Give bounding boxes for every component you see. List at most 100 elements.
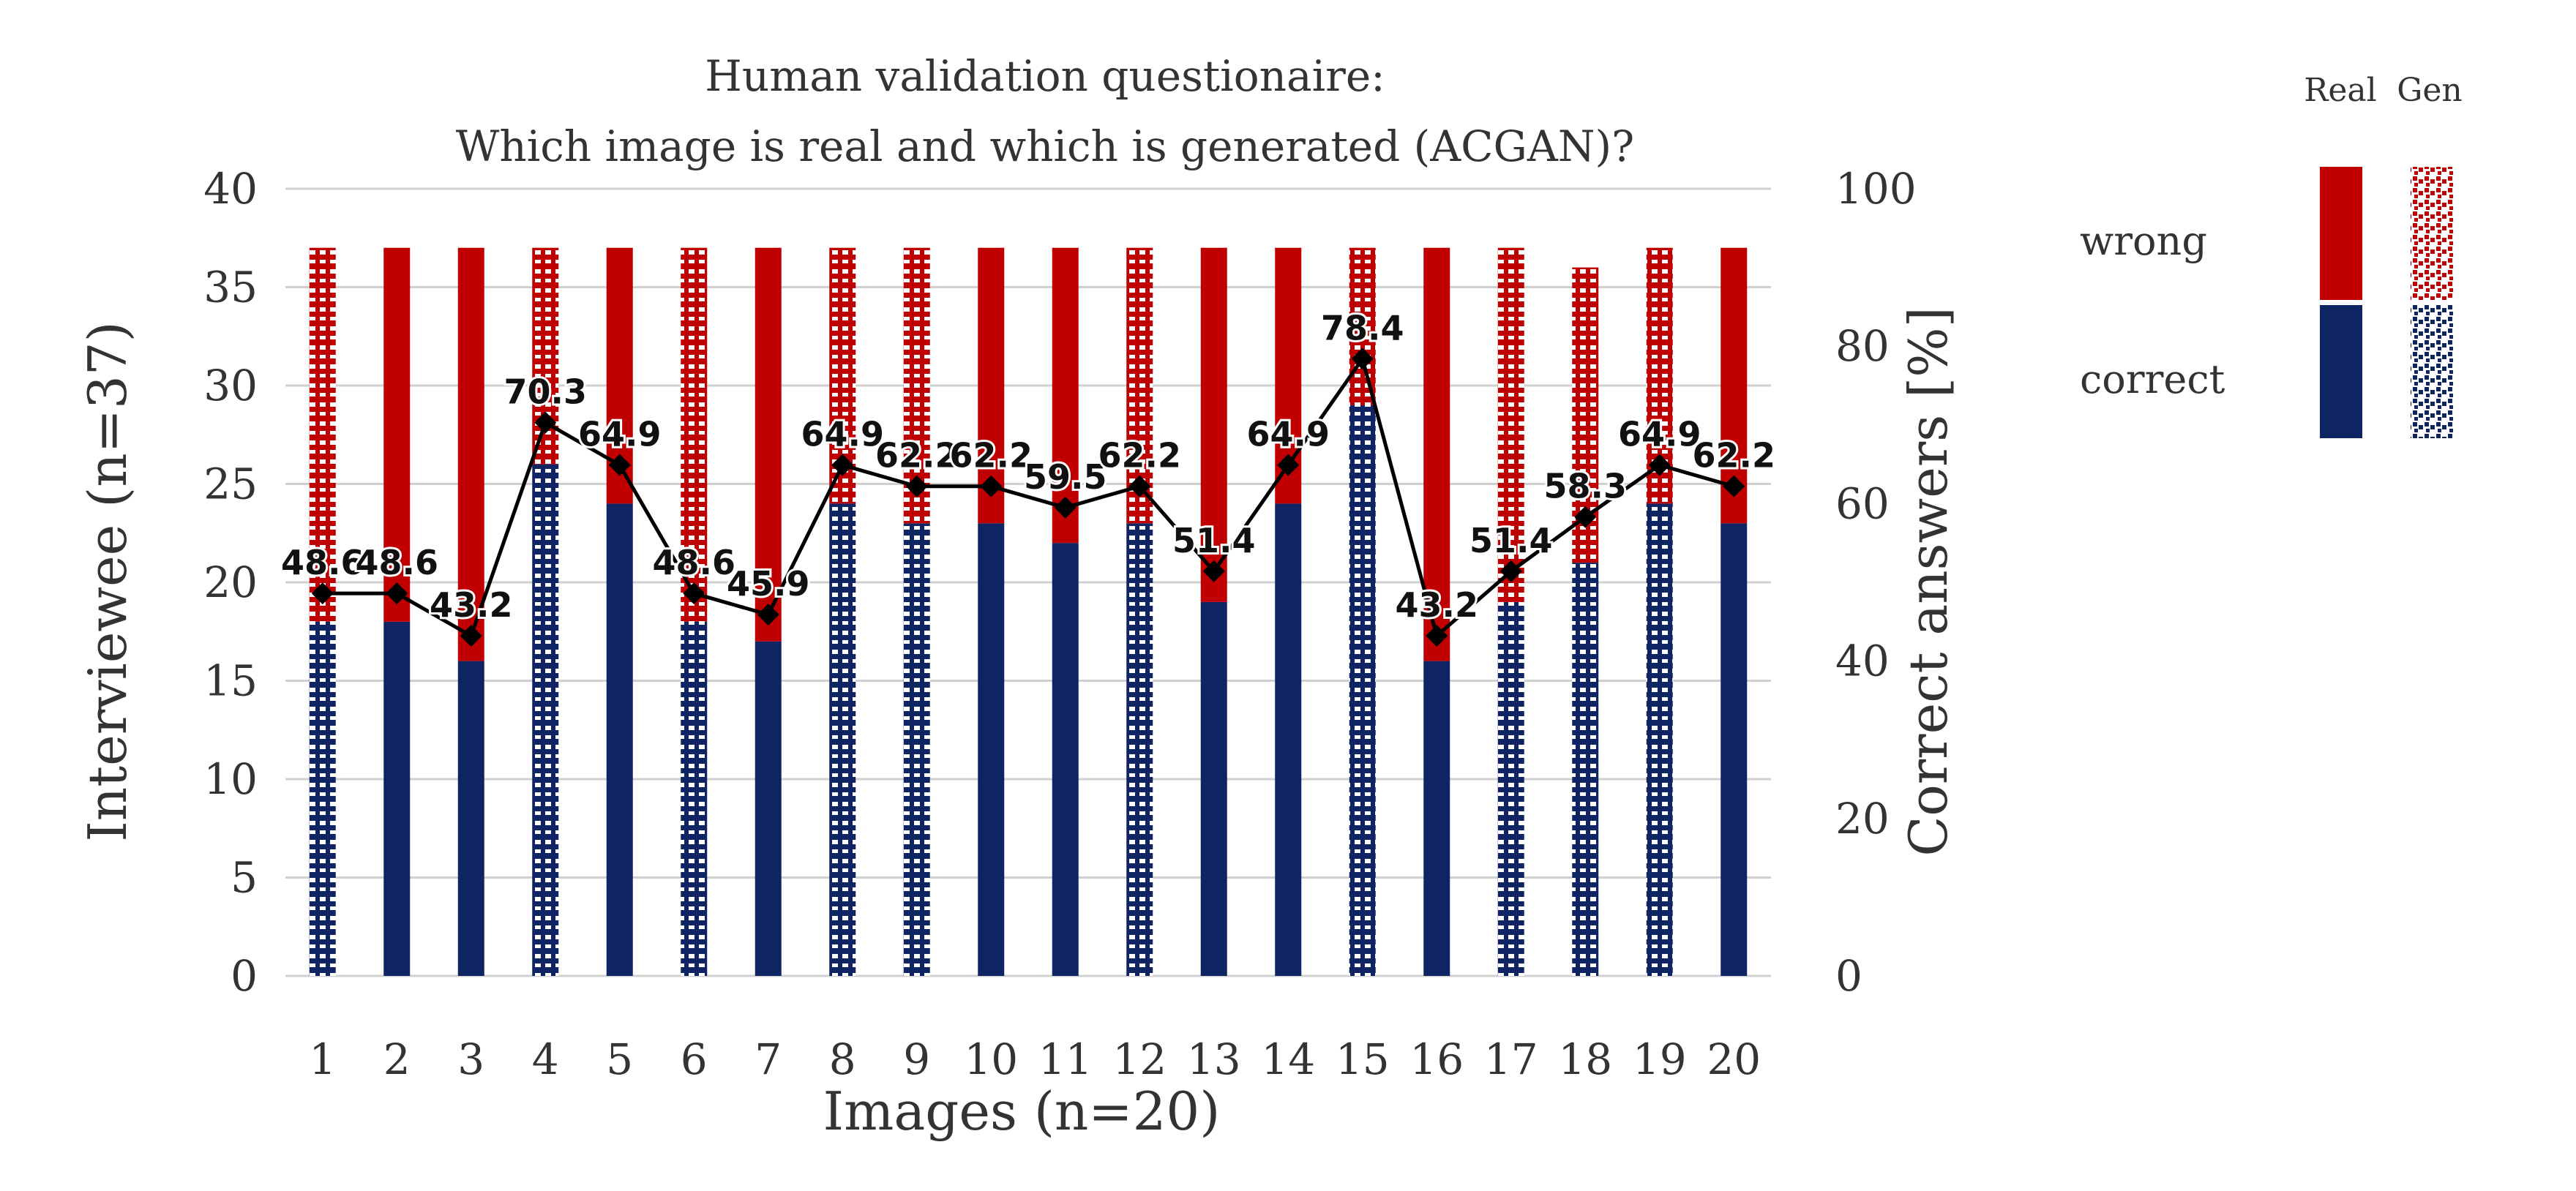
- legend-swatch-gen-wrong: [2411, 167, 2453, 300]
- bar-correct-20: [1721, 523, 1748, 976]
- x-tick-label: 8: [829, 1034, 856, 1084]
- line-marker-14: [1277, 454, 1300, 476]
- legend-row-correct: correct: [2080, 356, 2225, 402]
- legend-row-wrong: wrong: [2080, 218, 2207, 264]
- x-tick-label: 7: [755, 1034, 782, 1084]
- legend-swatch-real-correct: [2320, 305, 2362, 438]
- data-label-17: 51.4: [1469, 521, 1553, 560]
- gridlines: [285, 187, 1771, 977]
- y-tick-label: 5: [231, 853, 258, 903]
- y2-tick-label: 0: [1835, 951, 1862, 1001]
- data-label-13: 51.4: [1172, 521, 1256, 560]
- bar-wrong-3: [457, 247, 484, 661]
- bar-wrong-2: [383, 247, 411, 622]
- bar-correct-6: [681, 621, 708, 976]
- line-marker-10: [980, 475, 1003, 497]
- y-tick-label: 25: [203, 459, 258, 509]
- x-tick-label: 11: [1038, 1034, 1093, 1084]
- line-marker-17: [1499, 560, 1522, 582]
- x-axis-title: Images (n=20): [823, 1081, 1221, 1142]
- bar-correct-4: [532, 464, 559, 976]
- x-tick-label: 14: [1261, 1034, 1315, 1084]
- bar-correct-17: [1497, 601, 1524, 976]
- line-marker-15: [1351, 347, 1374, 370]
- y-tick-label: 40: [203, 164, 258, 214]
- data-label-5: 64.9: [578, 415, 662, 454]
- legend-swatch-real-wrong: [2320, 167, 2362, 300]
- y2-axis-title: Correct answers [%]: [1898, 307, 1959, 856]
- x-tick-label: 12: [1112, 1034, 1167, 1084]
- bar-correct-16: [1423, 661, 1450, 976]
- bar-correct-11: [1052, 543, 1079, 976]
- bar-correct-15: [1349, 405, 1376, 976]
- data-label-14: 64.9: [1247, 415, 1330, 454]
- data-label-11: 59.5: [1024, 457, 1107, 497]
- bar-wrong-6: [681, 247, 708, 622]
- line-marker-6: [683, 582, 705, 605]
- line-marker-4: [534, 411, 557, 434]
- data-label-10: 62.2: [950, 436, 1033, 476]
- bar-correct-10: [978, 523, 1005, 976]
- x-tick-label: 6: [681, 1034, 708, 1084]
- bar-correct-19: [1646, 503, 1673, 976]
- bar-correct-5: [606, 503, 633, 976]
- data-label-8: 64.9: [801, 415, 885, 454]
- line-marker-11: [1054, 496, 1077, 519]
- data-label-3: 43.2: [430, 585, 513, 625]
- bar-correct-1: [309, 621, 336, 976]
- x-tick-label: 5: [606, 1034, 633, 1084]
- x-tick-label: 15: [1336, 1034, 1390, 1084]
- line-marker-19: [1648, 454, 1671, 476]
- line-marker-5: [608, 454, 631, 476]
- data-label-20: 62.2: [1693, 436, 1776, 476]
- line-marker-13: [1202, 560, 1225, 582]
- y2-tick-label: 80: [1835, 321, 1890, 371]
- legend-column-real: Real: [2304, 72, 2376, 109]
- line-marker-3: [460, 625, 482, 647]
- y-tick-label: 0: [231, 951, 258, 1001]
- bar-correct-12: [1126, 523, 1153, 976]
- data-label-19: 64.9: [1618, 415, 1701, 454]
- bar-wrong-15: [1349, 247, 1376, 405]
- line-marker-16: [1426, 625, 1448, 647]
- bar-wrong-16: [1423, 247, 1450, 661]
- y-axis-ticks: 0 5 10 15 20 25 30 35 40: [203, 164, 258, 1001]
- data-label-7: 45.9: [727, 564, 810, 604]
- line-marker-18: [1574, 506, 1597, 528]
- data-label-1: 48.6: [281, 543, 364, 582]
- legend-swatch-gen-correct: [2411, 305, 2453, 438]
- x-tick-label: 17: [1484, 1034, 1538, 1084]
- x-tick-label: 3: [457, 1034, 484, 1084]
- data-label-4: 70.3: [504, 372, 588, 412]
- data-label-15: 78.4: [1321, 308, 1404, 347]
- bar-correct-13: [1200, 601, 1227, 976]
- x-tick-label: 2: [383, 1034, 411, 1084]
- bar-wrong-7: [755, 247, 782, 642]
- x-tick-label: 19: [1633, 1034, 1687, 1084]
- y-axis-title: Interviewee (n=37): [77, 321, 138, 841]
- percent-line: [311, 347, 1745, 647]
- line-marker-9: [905, 475, 928, 497]
- y2-tick-label: 60: [1835, 478, 1890, 528]
- data-label-6: 48.6: [653, 543, 736, 582]
- x-tick-label: 13: [1187, 1034, 1241, 1084]
- bar-wrong-13: [1200, 247, 1227, 602]
- y-tick-label: 35: [203, 263, 258, 312]
- data-label-12: 62.2: [1098, 436, 1182, 476]
- y-tick-label: 15: [203, 656, 258, 706]
- line-marker-7: [757, 604, 779, 626]
- data-label-16: 43.2: [1396, 585, 1479, 625]
- x-tick-label: 9: [903, 1034, 930, 1084]
- line-marker-12: [1128, 475, 1151, 497]
- bar-correct-8: [829, 503, 856, 976]
- x-tick-label: 1: [309, 1034, 336, 1084]
- bar-wrong-1: [309, 247, 336, 622]
- bar-correct-3: [457, 661, 484, 976]
- x-tick-label: 16: [1409, 1034, 1464, 1084]
- y-tick-label: 30: [203, 361, 258, 410]
- line-marker-1: [311, 582, 334, 605]
- line-marker-8: [831, 454, 854, 476]
- bar-correct-7: [755, 641, 782, 976]
- data-label-18: 58.3: [1544, 467, 1628, 506]
